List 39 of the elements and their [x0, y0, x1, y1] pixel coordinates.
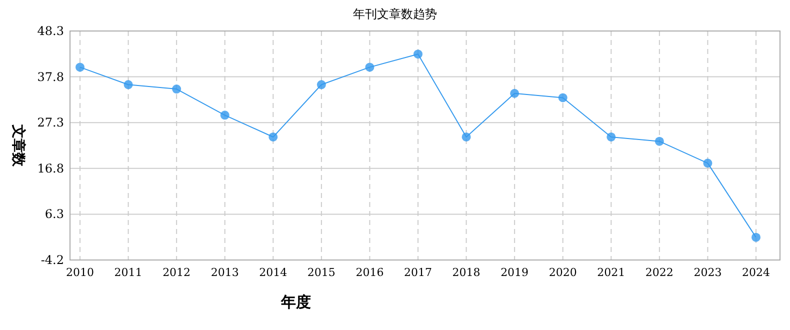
x-tick-label: 2013 [210, 266, 239, 279]
x-tick-label: 2015 [307, 266, 336, 279]
x-tick-label: 2020 [548, 266, 577, 279]
point [703, 158, 712, 168]
point [414, 50, 422, 59]
y-axis-title: 文章数 [10, 124, 27, 168]
y-tick-label: -4.2 [40, 253, 64, 267]
y-tick-label: 48.3 [37, 24, 64, 38]
x-tick-label: 2022 [645, 266, 674, 279]
x-tick-label: 2019 [500, 266, 529, 279]
y-tick-label: 16.8 [37, 161, 64, 176]
point [220, 110, 230, 120]
point [172, 84, 182, 94]
x-tick-label: 2023 [694, 266, 722, 279]
y-tick-label: 6.3 [44, 207, 64, 222]
point [752, 232, 760, 242]
x-tick-label: 2024 [742, 266, 770, 279]
x-tick-label: 2012 [162, 266, 191, 279]
chart-title: 年刊文章数趋势 [353, 7, 437, 21]
point [558, 93, 568, 102]
x-tick-label: 2010 [66, 266, 94, 279]
x-tick-label: 2018 [452, 266, 480, 279]
x-tick-label: 2014 [259, 266, 288, 279]
point [654, 136, 664, 146]
point [124, 80, 133, 90]
x-axis-title: 年度 [280, 293, 311, 311]
x-tick-label: 2021 [597, 266, 626, 279]
x-tick-label: 2011 [114, 266, 142, 279]
point [462, 132, 471, 142]
point [316, 80, 326, 90]
y-tick-label: 37.8 [37, 70, 64, 84]
x-tick-label: 2016 [356, 266, 384, 279]
x-tick-label: 2017 [404, 266, 432, 279]
point [510, 88, 520, 98]
y-tick-label: 27.3 [37, 116, 64, 130]
point [606, 132, 616, 142]
point [365, 62, 374, 72]
point [268, 132, 278, 142]
point [76, 62, 84, 72]
